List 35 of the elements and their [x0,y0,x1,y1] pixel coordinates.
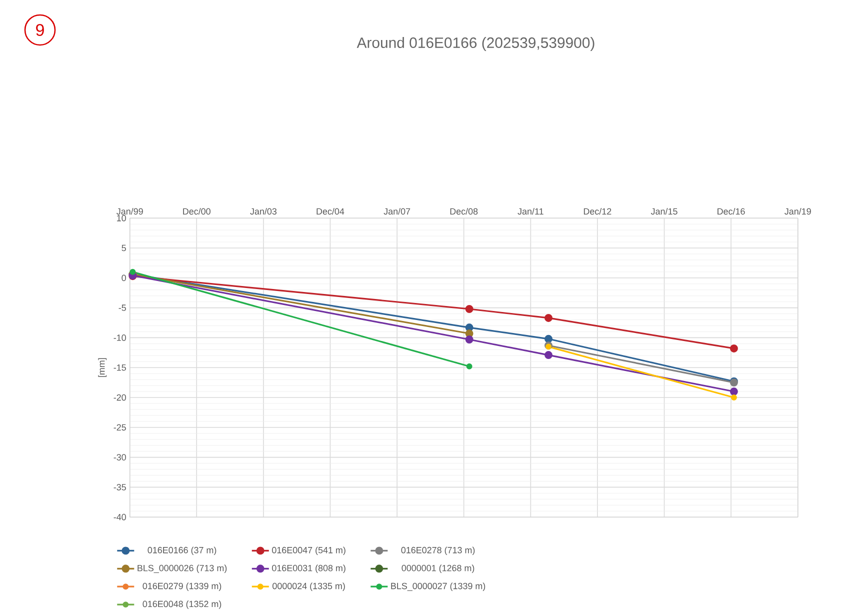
legend-label: 016E0048 (1352 m) [142,600,222,609]
legend-label: 016E0031 (808 m) [272,564,346,574]
y-tick-label: -20 [114,394,126,401]
x-tick-label: Dec/12 [584,208,612,215]
chart-title: Around 016E0166 (202539,539900) [356,37,594,51]
legend-label: 016E0278 (713 m) [401,546,475,556]
x-tick-label: Jan/07 [384,208,410,215]
legend-label: 016E0166 (37 m) [148,546,216,556]
y-tick-label: -5 [118,304,126,311]
x-tick-label: Dec/04 [316,208,344,215]
y-tick-label: -25 [114,424,126,431]
legend-label: BLS_0000027 (1339 m) [391,582,486,591]
y-tick-label: 0 [122,274,126,282]
legend-label: 016E0279 (1339 m) [142,582,222,591]
y-tick-label: -15 [114,364,126,371]
y-tick-label: 5 [122,244,126,252]
x-tick-label: Jan/11 [518,208,544,215]
x-tick-label: Dec/08 [450,208,478,215]
x-tick-label: Jan/19 [784,208,811,215]
legend-label: 0000001 (1268 m) [402,564,474,574]
y-tick-label: -40 [114,514,126,520]
y-tick-label: -30 [114,454,126,460]
legend-label: 016E0047 (541 m) [272,546,346,556]
x-tick-label: Dec/16 [718,208,745,215]
x-tick-label: Dec/00 [183,208,210,215]
y-tick-label: -35 [114,484,126,490]
y-axis-title: [mm] [98,358,107,377]
legend-label: 0000024 (1335 m) [272,582,345,591]
text: 9 [36,24,44,36]
x-tick-label: Jan/15 [650,208,678,215]
x-tick-label: Jan/03 [250,208,277,215]
legend-label: BLS_0000026 (713 m) [138,564,227,574]
y-tick-label: 10 [117,214,126,222]
x-tick-label: Jan/99 [116,208,143,215]
y-tick-label: -10 [114,334,126,341]
